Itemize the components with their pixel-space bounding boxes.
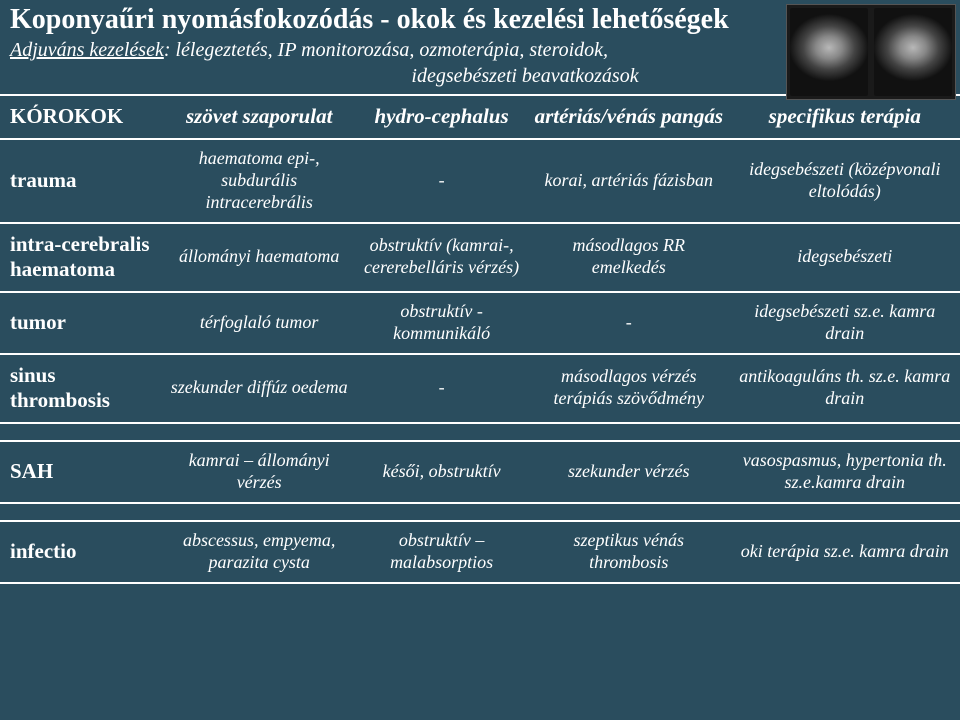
cell: - bbox=[355, 354, 528, 423]
row-label-sinus: sinus thrombosis bbox=[0, 354, 163, 423]
cell: szekunder vérzés bbox=[528, 441, 730, 503]
col-header-korokok: KÓROKOK bbox=[0, 95, 163, 139]
cell: haematoma epi-, subdurális intracerebrál… bbox=[163, 139, 355, 223]
table-row: tumor térfoglaló tumor obstruktív - komm… bbox=[0, 292, 960, 354]
row-label-trauma: trauma bbox=[0, 139, 163, 223]
row-label-sah: SAH bbox=[0, 441, 163, 503]
cell: másodlagos vérzés terápiás szövődmény bbox=[528, 354, 730, 423]
table-row: infectio abscessus, empyema, parazita cy… bbox=[0, 521, 960, 583]
cell: - bbox=[355, 139, 528, 223]
cell: korai, artériás fázisban bbox=[528, 139, 730, 223]
row-label-intracerebralis: intra-cerebralis haematoma bbox=[0, 223, 163, 292]
cell: vasospasmus, hypertonia th. sz.e.kamra d… bbox=[730, 441, 960, 503]
table-header-row: KÓROKOK szövet szaporulat hydro-cephalus… bbox=[0, 95, 960, 139]
ct-scan-icon bbox=[874, 8, 952, 96]
col-header-specifikus: specifikus terápia bbox=[730, 95, 960, 139]
slide-header: Koponyaűri nyomásfokozódás - okok és kez… bbox=[0, 0, 960, 94]
cell: kamrai – állományi vérzés bbox=[163, 441, 355, 503]
cell: térfoglaló tumor bbox=[163, 292, 355, 354]
cell: idegsebészeti (középvonali eltolódás) bbox=[730, 139, 960, 223]
cell: állományi haematoma bbox=[163, 223, 355, 292]
cell: obstruktív - kommunikáló bbox=[355, 292, 528, 354]
cell: késői, obstruktív bbox=[355, 441, 528, 503]
row-label-tumor: tumor bbox=[0, 292, 163, 354]
cell: idegsebészeti sz.e. kamra drain bbox=[730, 292, 960, 354]
table-row: intra-cerebralis haematoma állományi hae… bbox=[0, 223, 960, 292]
row-label-infectio: infectio bbox=[0, 521, 163, 583]
cell: antikoaguláns th. sz.e. kamra drain bbox=[730, 354, 960, 423]
cell: idegsebészeti bbox=[730, 223, 960, 292]
subtitle-lead: Adjuváns kezelések bbox=[10, 39, 164, 61]
col-header-arterias: artériás/vénás pangás bbox=[528, 95, 730, 139]
spacer-row bbox=[0, 423, 960, 441]
cell: másodlagos RR emelkedés bbox=[528, 223, 730, 292]
col-header-szovet: szövet szaporulat bbox=[163, 95, 355, 139]
table-row: trauma haematoma epi-, subdurális intrac… bbox=[0, 139, 960, 223]
cell: - bbox=[528, 292, 730, 354]
col-header-hydro: hydro-cephalus bbox=[355, 95, 528, 139]
table-row: SAH kamrai – állományi vérzés késői, obs… bbox=[0, 441, 960, 503]
subtitle-rest: : lélegeztetés, IP monitorozása, ozmoter… bbox=[164, 39, 608, 61]
cell: szeptikus vénás thrombosis bbox=[528, 521, 730, 583]
brain-scan-thumbnail bbox=[786, 4, 956, 100]
cell: obstruktív – malabsorptios bbox=[355, 521, 528, 583]
table-row: sinus thrombosis szekunder diffúz oedema… bbox=[0, 354, 960, 423]
cell: obstruktív (kamrai-, cererebelláris vérz… bbox=[355, 223, 528, 292]
spacer-row bbox=[0, 503, 960, 521]
causes-treatments-table: KÓROKOK szövet szaporulat hydro-cephalus… bbox=[0, 94, 960, 584]
cell: abscessus, empyema, parazita cysta bbox=[163, 521, 355, 583]
cell: oki terápia sz.e. kamra drain bbox=[730, 521, 960, 583]
cell: szekunder diffúz oedema bbox=[163, 354, 355, 423]
ct-scan-icon bbox=[790, 8, 868, 96]
